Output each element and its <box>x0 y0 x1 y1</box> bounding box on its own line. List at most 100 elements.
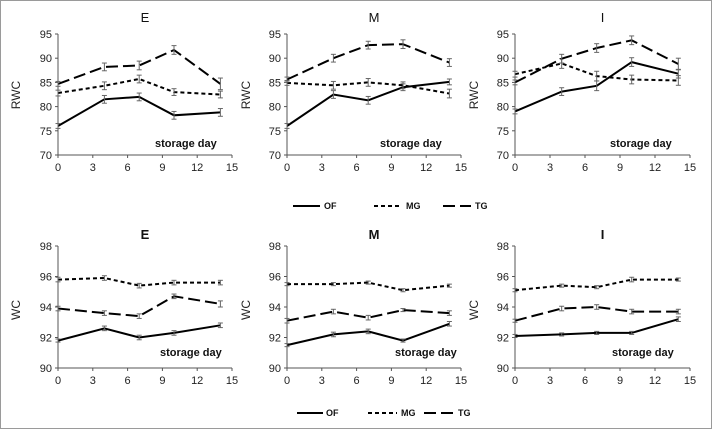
series-line-of <box>286 322 450 347</box>
legend-label-mg: MG <box>401 408 416 418</box>
x-axis-label: storage day <box>395 347 458 359</box>
x-axis-label: storage day <box>610 138 673 150</box>
series-line-mg <box>57 77 221 96</box>
x-tick-label: 12 <box>191 375 203 387</box>
series-mg <box>55 275 223 289</box>
x-tick-label: 0 <box>512 162 518 174</box>
y-tick-label: 96 <box>269 272 281 284</box>
x-tick-label: 9 <box>617 162 623 174</box>
x-tick-label: 9 <box>388 375 394 387</box>
x-tick-label: 3 <box>319 162 325 174</box>
y-tick-label: 94 <box>497 302 509 314</box>
x-tick-label: 12 <box>649 162 661 174</box>
series-of <box>284 78 452 129</box>
y-tick-label: 70 <box>269 150 281 162</box>
x-tick-label: 3 <box>90 162 96 174</box>
y-tick-label: 75 <box>497 126 509 138</box>
series-of <box>284 320 452 348</box>
series-line-mg <box>514 278 679 292</box>
y-tick-label: 70 <box>40 150 52 162</box>
x-tick-label: 6 <box>354 162 360 174</box>
legend: OF MG TG <box>293 201 488 211</box>
x-axis-label: storage day <box>160 347 223 359</box>
series-of <box>55 322 223 343</box>
x-axis-label: storage day <box>612 347 675 359</box>
y-tick-label: 85 <box>497 77 509 89</box>
y-tick-label: 70 <box>497 150 509 162</box>
x-tick-label: 12 <box>191 162 203 174</box>
legend-label-tg: TG <box>458 408 471 418</box>
y-tick-label: 85 <box>269 77 281 89</box>
x-axis-label: storage day <box>380 138 443 150</box>
series-tg <box>55 293 223 319</box>
panel-title: M <box>369 227 380 242</box>
chart-panel-rwc-e: 70 75 80 85 90 95 0 3 6 9 12 15 E RWC storage day <box>9 10 238 174</box>
y-tick-label: 80 <box>269 102 281 114</box>
y-axis-label: RWC <box>239 80 253 109</box>
x-tick-label: 12 <box>649 375 661 387</box>
chart-panel-rwc-i: 70 75 80 85 90 95 0 3 6 9 12 15 I RWC storage day <box>467 10 696 174</box>
x-tick-label: 15 <box>226 162 238 174</box>
y-tick-label: 96 <box>497 272 509 284</box>
panel-title: M <box>369 10 380 25</box>
panel-title: E <box>141 10 150 25</box>
series-tg <box>284 308 452 324</box>
series-line-tg <box>57 48 221 85</box>
x-tick-label: 15 <box>455 162 467 174</box>
panel-title: I <box>601 227 605 242</box>
x-tick-label: 9 <box>159 162 165 174</box>
x-tick-label: 3 <box>547 375 553 387</box>
y-tick-label: 85 <box>40 77 52 89</box>
y-tick-label: 96 <box>40 272 52 284</box>
x-tick-label: 9 <box>388 162 394 174</box>
x-tick-label: 6 <box>125 375 131 387</box>
y-tick-label: 95 <box>269 29 281 41</box>
series-of <box>512 57 681 115</box>
x-tick-label: 12 <box>420 162 432 174</box>
series-line-tg <box>57 295 221 318</box>
x-tick-label: 0 <box>512 375 518 387</box>
y-tick-label: 90 <box>269 363 281 375</box>
legend: OF MG TG <box>297 408 471 418</box>
y-axis-label: WC <box>467 300 481 320</box>
series-line-mg <box>57 276 221 287</box>
series-tg <box>512 35 681 86</box>
x-tick-label: 0 <box>55 162 61 174</box>
series-mg <box>512 276 681 293</box>
y-tick-label: 75 <box>40 126 52 138</box>
y-tick-label: 80 <box>497 102 509 114</box>
x-tick-label: 3 <box>90 375 96 387</box>
panel-title: I <box>601 10 605 25</box>
y-tick-label: 98 <box>40 241 52 253</box>
y-axis-label: RWC <box>467 80 481 109</box>
series-of <box>512 316 681 338</box>
x-tick-label: 3 <box>547 162 553 174</box>
y-tick-label: 90 <box>40 53 52 65</box>
series-mg <box>284 280 452 293</box>
x-tick-label: 6 <box>582 162 588 174</box>
panel-title: E <box>141 227 150 242</box>
y-tick-label: 92 <box>497 333 509 345</box>
series-mg <box>512 58 681 86</box>
y-tick-label: 98 <box>269 241 281 253</box>
series-line-mg <box>286 81 450 95</box>
x-tick-label: 0 <box>284 375 290 387</box>
x-tick-label: 6 <box>354 375 360 387</box>
x-tick-label: 15 <box>455 375 467 387</box>
x-tick-label: 12 <box>420 375 432 387</box>
y-tick-label: 80 <box>40 102 52 114</box>
x-tick-label: 6 <box>125 162 131 174</box>
series-tg <box>284 39 452 83</box>
series-mg <box>284 78 452 99</box>
series-of <box>55 92 223 129</box>
y-tick-label: 90 <box>497 53 509 65</box>
y-tick-label: 98 <box>497 241 509 253</box>
chart-panel-wc-m: 90 92 94 96 98 0 3 6 9 12 15 M WC storage day <box>239 227 467 387</box>
chart-panel-rwc-m: 70 75 80 85 90 95 0 3 6 9 12 15 M RWC storage day <box>239 10 467 174</box>
x-tick-label: 9 <box>159 375 165 387</box>
y-axis-label: RWC <box>9 80 23 109</box>
y-tick-label: 92 <box>269 333 281 345</box>
